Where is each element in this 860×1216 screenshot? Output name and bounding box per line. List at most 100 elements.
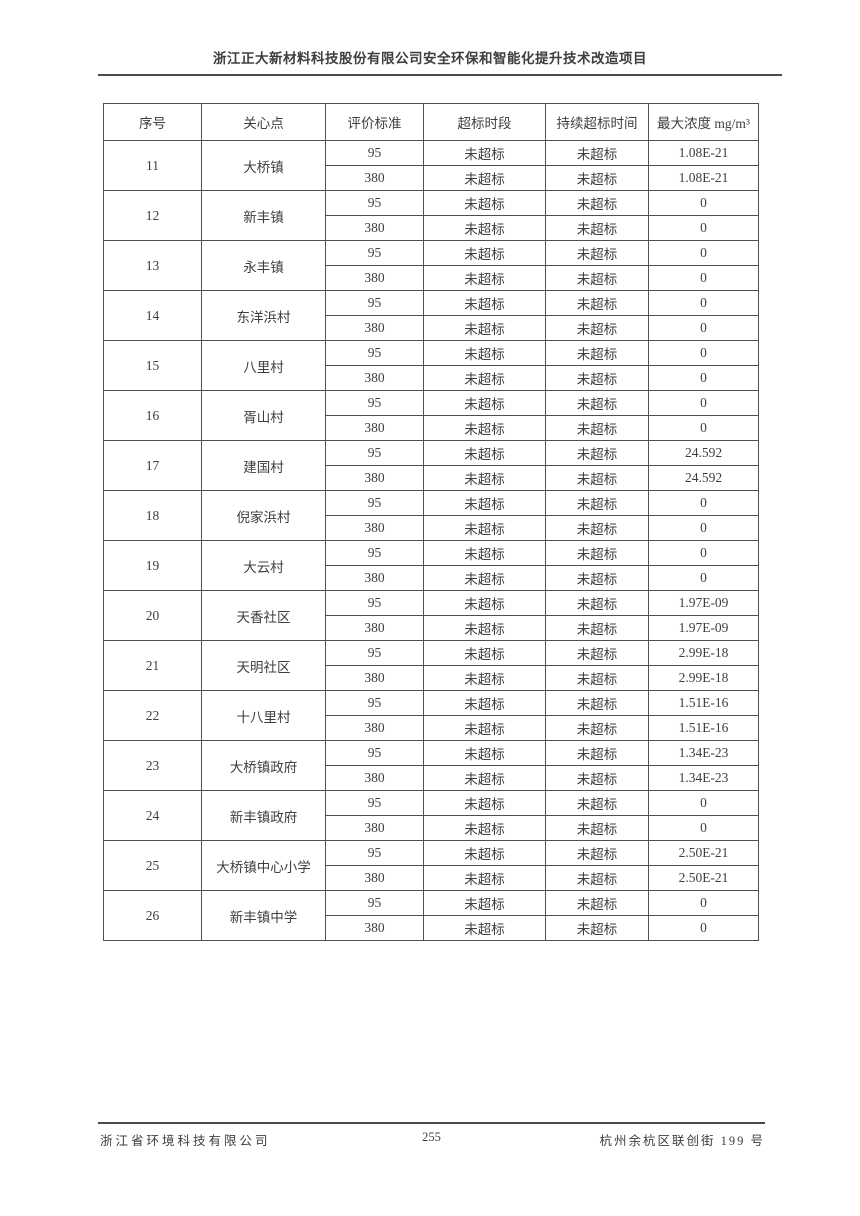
document-header-title: 浙江正大新材料科技股份有限公司安全环保和智能化提升技术改造项目 (213, 51, 647, 66)
standard-value: 380 (325, 415, 424, 441)
table-row: 380 未超标 未超标 0 (104, 415, 759, 441)
table-row: 19 大云村 95 未超标 未超标 0 (103, 540, 759, 591)
standard-value: 95 (325, 840, 424, 866)
concern-point: 大云村 (201, 540, 326, 591)
standard-value: 95 (325, 890, 424, 916)
exceed-period: 未超标 (423, 640, 546, 666)
standard-value: 95 (325, 140, 424, 166)
table-row: 20 天香社区 95 未超标 未超标 1.97E-09 (103, 590, 759, 641)
max-concentration: 0 (648, 915, 759, 941)
table-row: 23 大桥镇政府 95 未超标 未超标 1.34E-23 (103, 740, 759, 791)
max-concentration: 0 (648, 340, 759, 366)
table-row: 380 未超标 未超标 0 (104, 215, 759, 241)
table-row: 13 永丰镇 95 未超标 未超标 0 (103, 240, 759, 291)
exceed-duration: 未超标 (545, 365, 649, 391)
table-row: 17 建国村 95 未超标 未超标 24.592 (103, 440, 759, 491)
table-row: 380 未超标 未超标 1.08E-21 (104, 165, 759, 191)
max-concentration: 24.592 (648, 465, 759, 491)
table-row: 26 新丰镇中学 95 未超标 未超标 0 (103, 890, 759, 941)
column-header: 关心点 (201, 103, 326, 141)
standard-value: 380 (325, 915, 424, 941)
concern-point: 新丰镇中学 (201, 890, 326, 941)
column-header: 序号 (103, 103, 202, 141)
concern-point: 天香社区 (201, 590, 326, 641)
standard-value: 95 (325, 640, 424, 666)
max-concentration: 1.97E-09 (648, 590, 759, 616)
exceed-duration: 未超标 (545, 215, 649, 241)
exceed-period: 未超标 (423, 440, 546, 466)
standard-value: 380 (325, 865, 424, 891)
table-row: 380 未超标 未超标 0 (104, 565, 759, 591)
table-body: 11 大桥镇 95 未超标 未超标 1.08E-21 380 未超标 未超标 1.08E-21 12… (103, 140, 759, 941)
table-row: 380 未超标 未超标 0 (104, 365, 759, 391)
footer-rule (98, 1122, 765, 1124)
table-row: 21 天明社区 95 未超标 未超标 2.99E-18 (103, 640, 759, 691)
table-row: 16 胥山村 95 未超标 未超标 0 (103, 390, 759, 441)
max-concentration: 2.99E-18 (648, 665, 759, 691)
table-row: 24 新丰镇政府 95 未超标 未超标 0 (103, 790, 759, 841)
standard-value: 95 (325, 340, 424, 366)
concern-point: 永丰镇 (201, 240, 326, 291)
max-concentration: 0 (648, 265, 759, 291)
table-header-row: 序号 关心点 评价标准 超标时段 持续超标时间 最大浓度 mg/m³ (103, 103, 759, 141)
table-row: 25 大桥镇中心小学 95 未超标 未超标 2.50E-21 (103, 840, 759, 891)
footer-company: 浙江省环境科技有限公司 (100, 1134, 271, 1148)
concern-points-table: 序号 关心点 评价标准 超标时段 持续超标时间 最大浓度 mg/m³ 11 大桥镇 95 未超标… (103, 103, 759, 941)
max-concentration: 0 (648, 890, 759, 916)
standard-value: 380 (325, 365, 424, 391)
concern-point: 大桥镇 (201, 140, 326, 191)
row-number: 20 (103, 590, 202, 641)
concern-point: 倪家浜村 (201, 490, 326, 541)
exceed-period: 未超标 (423, 740, 546, 766)
concern-point: 建国村 (201, 440, 326, 491)
standard-value: 95 (325, 790, 424, 816)
standard-value: 380 (325, 665, 424, 691)
max-concentration: 0 (648, 815, 759, 841)
standard-value: 95 (325, 440, 424, 466)
exceed-duration: 未超标 (545, 465, 649, 491)
table-row: 18 倪家浜村 95 未超标 未超标 0 (103, 490, 759, 541)
exceed-duration: 未超标 (545, 865, 649, 891)
standard-value: 95 (325, 590, 424, 616)
footer-address: 杭州余杭区联创街 199 号 (599, 1134, 765, 1148)
exceed-period: 未超标 (423, 765, 546, 791)
concern-point: 东洋浜村 (201, 290, 326, 341)
column-header: 评价标准 (325, 103, 424, 141)
standard-value: 380 (325, 565, 424, 591)
max-concentration: 0 (648, 240, 759, 266)
exceed-period: 未超标 (423, 715, 546, 741)
table-row: 380 未超标 未超标 0 (104, 515, 759, 541)
row-number: 15 (103, 340, 202, 391)
standard-value: 380 (325, 265, 424, 291)
exceed-duration: 未超标 (545, 315, 649, 341)
max-concentration: 1.51E-16 (648, 690, 759, 716)
exceed-period: 未超标 (423, 215, 546, 241)
max-concentration: 0 (648, 565, 759, 591)
exceed-duration: 未超标 (545, 140, 649, 166)
exceed-duration: 未超标 (545, 740, 649, 766)
column-header: 持续超标时间 (545, 103, 649, 141)
max-concentration: 0 (648, 490, 759, 516)
standard-value: 95 (325, 390, 424, 416)
standard-value: 380 (325, 715, 424, 741)
exceed-duration: 未超标 (545, 240, 649, 266)
exceed-duration: 未超标 (545, 415, 649, 441)
exceed-period: 未超标 (423, 365, 546, 391)
concern-point: 八里村 (201, 340, 326, 391)
max-concentration: 0 (648, 515, 759, 541)
exceed-duration: 未超标 (545, 840, 649, 866)
table-row: 12 新丰镇 95 未超标 未超标 0 (103, 190, 759, 241)
row-number: 26 (103, 890, 202, 941)
row-number: 18 (103, 490, 202, 541)
standard-value: 380 (325, 815, 424, 841)
column-header: 超标时段 (423, 103, 546, 141)
exceed-period: 未超标 (423, 890, 546, 916)
max-concentration: 0 (648, 290, 759, 316)
row-number: 25 (103, 840, 202, 891)
concern-point: 天明社区 (201, 640, 326, 691)
exceed-duration: 未超标 (545, 665, 649, 691)
concern-point: 胥山村 (201, 390, 326, 441)
max-concentration: 0 (648, 390, 759, 416)
max-concentration: 0 (648, 540, 759, 566)
exceed-duration: 未超标 (545, 490, 649, 516)
